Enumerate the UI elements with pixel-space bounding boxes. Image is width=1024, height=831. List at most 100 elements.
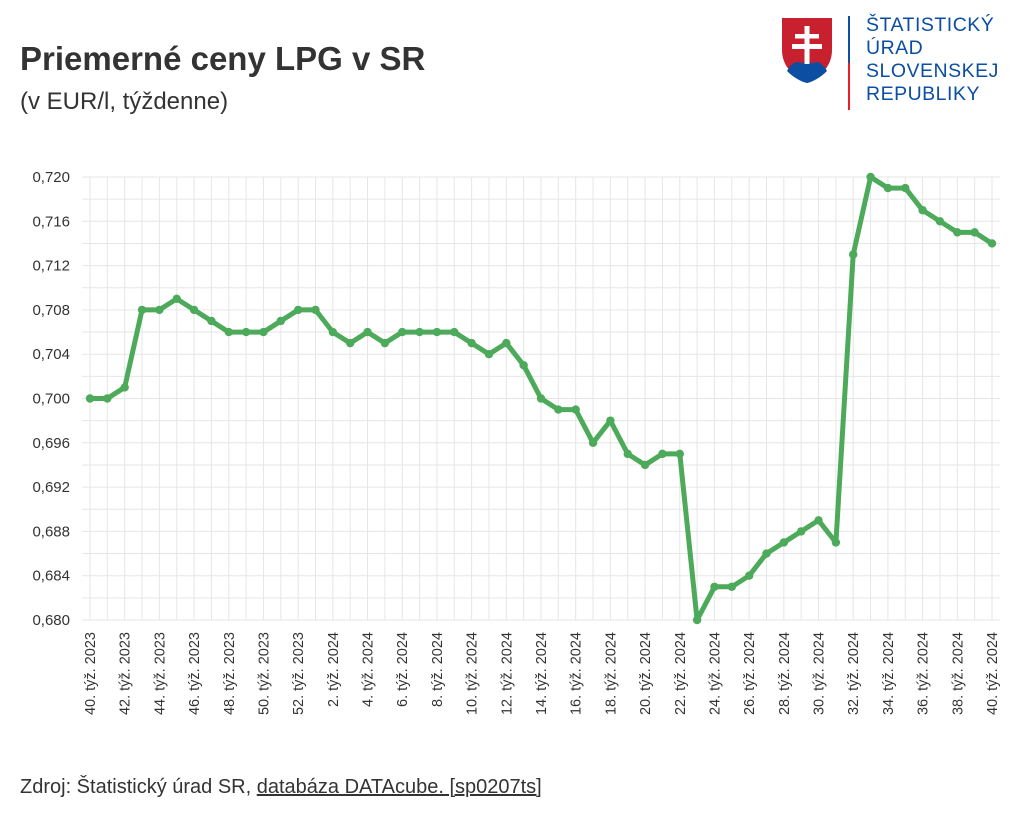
data-point[interactable]: [155, 305, 164, 315]
data-point[interactable]: [172, 294, 181, 304]
y-tick-label: 0,708: [32, 302, 70, 319]
x-tick-label: 36. týž. 2024: [916, 632, 932, 715]
data-point[interactable]: [450, 327, 459, 337]
y-tick-label: 0,712: [32, 258, 70, 275]
data-point[interactable]: [883, 183, 893, 193]
data-point[interactable]: [831, 538, 841, 547]
data-point[interactable]: [276, 316, 286, 326]
data-point[interactable]: [658, 449, 667, 459]
x-tick-label: 16. týž. 2024: [569, 632, 585, 715]
data-point[interactable]: [224, 327, 233, 337]
data-point[interactable]: [536, 394, 546, 403]
x-tick-label: 20. týž. 2024: [638, 632, 654, 715]
data-point[interactable]: [901, 183, 910, 193]
data-point[interactable]: [103, 394, 112, 403]
chart-subtitle: (v EUR/l, týždenne): [20, 88, 229, 115]
x-tick-label: 30. týž. 2024: [812, 632, 828, 715]
data-point[interactable]: [918, 206, 927, 215]
x-tick-label: 44. týž. 2023: [152, 632, 168, 715]
data-point[interactable]: [640, 460, 650, 470]
data-point[interactable]: [398, 327, 407, 337]
data-point[interactable]: [432, 327, 442, 337]
x-tick-label: 34. týž. 2024: [881, 632, 897, 715]
data-point[interactable]: [241, 327, 251, 337]
data-point[interactable]: [571, 405, 580, 414]
data-point[interactable]: [588, 438, 598, 447]
data-point[interactable]: [866, 172, 875, 182]
x-tick-label: 10. týž. 2024: [465, 632, 481, 715]
x-tick-label: 12. týž. 2024: [499, 632, 515, 715]
data-point[interactable]: [120, 383, 129, 392]
data-point[interactable]: [935, 217, 945, 226]
data-point[interactable]: [987, 239, 997, 248]
logo-line-1: ŠTATISTICKÝ: [866, 14, 995, 36]
data-point[interactable]: [484, 350, 494, 359]
data-point[interactable]: [363, 327, 372, 337]
data-point[interactable]: [779, 538, 789, 547]
x-axis-ticks: 40. týž. 2023 42. týž. 2023 44. týž. 2023 4…: [83, 632, 1001, 715]
logo-line-3: SLOVENSKEJ: [866, 60, 999, 82]
logo-divider-top: [848, 16, 850, 63]
x-tick-label: 42. týž. 2023: [118, 632, 134, 715]
y-axis-ticks: 0,720 0,716 0,712 0,708 0,704 0,700 0,696 0,692…: [32, 169, 70, 629]
data-point[interactable]: [137, 305, 147, 315]
data-point[interactable]: [311, 305, 320, 315]
y-tick-label: 0,692: [32, 479, 70, 496]
logo-line-2: ÚRAD: [866, 37, 924, 59]
slovak-coat-of-arms-icon: [782, 18, 832, 83]
series-layer: [85, 172, 997, 625]
y-tick-label: 0,684: [32, 568, 70, 585]
x-tick-label: 26. týž. 2024: [742, 632, 758, 715]
y-tick-label: 0,680: [32, 612, 70, 629]
data-point[interactable]: [415, 327, 424, 337]
data-point[interactable]: [796, 527, 806, 536]
statistical-office-logo: ŠTATISTICKÝ ÚRAD SLOVENSKEJ REPUBLIKY: [780, 14, 1010, 114]
x-tick-label: 48. týž. 2023: [222, 632, 238, 715]
data-point[interactable]: [259, 327, 268, 337]
data-point[interactable]: [744, 571, 754, 580]
data-point[interactable]: [293, 305, 303, 315]
x-tick-label: 24. týž. 2024: [707, 632, 723, 715]
data-point[interactable]: [849, 250, 858, 259]
x-tick-label: 50. týž. 2023: [256, 632, 272, 715]
data-point[interactable]: [502, 338, 511, 348]
data-point[interactable]: [710, 582, 719, 591]
x-tick-label: 40. týž. 2023: [83, 632, 99, 715]
x-tick-label: 32. týž. 2024: [846, 632, 862, 715]
x-tick-label: 40. týž. 2024: [985, 632, 1001, 715]
datacube-link[interactable]: databáza DATAcube. [sp0207ts]: [256, 776, 542, 798]
x-tick-label: 38. týž. 2024: [950, 632, 966, 715]
data-point[interactable]: [606, 416, 615, 425]
data-point[interactable]: [189, 305, 199, 315]
data-point[interactable]: [675, 449, 684, 459]
logo-line-4: REPUBLIKY: [866, 83, 980, 105]
y-tick-label: 0,700: [32, 391, 70, 408]
x-tick-label: 4. týž. 2024: [361, 632, 377, 707]
data-point[interactable]: [727, 582, 737, 591]
x-tick-label: 8. týž. 2024: [430, 632, 446, 707]
data-point[interactable]: [345, 338, 355, 348]
data-point[interactable]: [953, 228, 962, 237]
logo-divider-bottom: [848, 63, 850, 110]
y-tick-label: 0,704: [32, 346, 70, 363]
logo-text: ŠTATISTICKÝ ÚRAD SLOVENSKEJ REPUBLIKY: [866, 14, 999, 106]
y-tick-label: 0,688: [32, 523, 70, 540]
data-point[interactable]: [328, 327, 338, 337]
y-tick-label: 0,696: [32, 435, 70, 452]
x-tick-label: 18. týž. 2024: [603, 632, 619, 715]
data-point[interactable]: [814, 516, 823, 525]
data-point[interactable]: [554, 405, 563, 414]
data-point[interactable]: [762, 549, 771, 558]
x-tick-label: 52. týž. 2023: [291, 632, 307, 715]
x-tick-label: 2. týž. 2024: [326, 632, 342, 707]
data-point[interactable]: [623, 449, 632, 459]
data-point[interactable]: [519, 361, 528, 370]
x-tick-label: 22. týž. 2024: [673, 632, 689, 715]
data-point[interactable]: [380, 338, 390, 348]
data-point[interactable]: [692, 615, 702, 625]
x-tick-label: 6. týž. 2024: [395, 632, 411, 707]
data-point[interactable]: [467, 338, 476, 348]
data-point[interactable]: [85, 394, 95, 403]
data-point[interactable]: [970, 228, 979, 237]
data-point[interactable]: [207, 316, 216, 326]
